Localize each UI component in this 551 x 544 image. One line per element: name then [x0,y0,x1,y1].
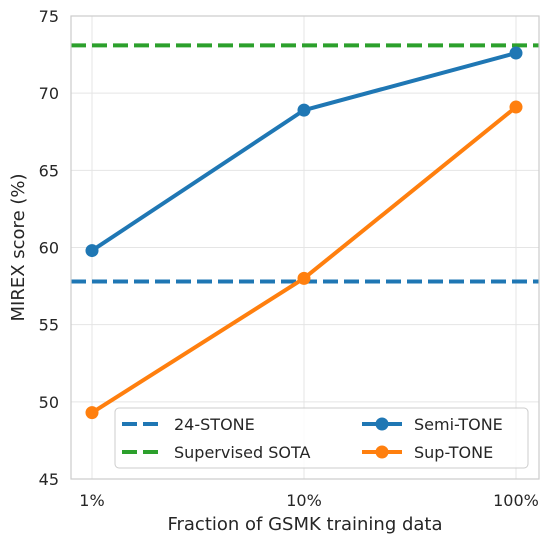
y-tick-label: 65 [39,161,59,180]
legend-label-supervised-sota: Supervised SOTA [174,443,310,462]
y-tick-label: 45 [39,470,59,489]
data-point-semi-tone [85,244,99,258]
data-point-semi-tone [509,46,523,60]
reference-lines [71,43,539,284]
legend-label-24-stone: 24-STONE [174,415,255,434]
legend-box [114,407,529,469]
data-point-sup-tone [85,406,99,420]
legend: 24-STONE Supervised SOTA Semi-TONE Sup-TONE [114,407,529,469]
y-tick-label: 55 [39,316,59,335]
legend-label-semi-tone: Semi-TONE [414,415,503,434]
x-tick-label: 100% [493,491,539,510]
legend-marker-sup-tone [375,445,389,459]
y-axis-title: MIREX score (%) [8,173,29,321]
x-tick-label: 1% [79,491,104,510]
tick-labels: 45 50 55 60 65 70 75 1% 10% 100% [39,7,539,510]
y-tick-label: 75 [39,7,59,26]
legend-label-sup-tone: Sup-TONE [414,443,493,462]
data-point-semi-tone [297,103,311,117]
y-tick-label: 60 [39,239,59,258]
series [85,46,523,420]
plot-frame [70,15,540,480]
legend-marker-semi-tone [375,417,389,431]
x-axis-title: Fraction of GSMK training data [167,514,442,535]
y-tick-label: 70 [39,84,59,103]
data-point-sup-tone [509,100,523,114]
x-tick-label: 10% [286,491,322,510]
y-tick-label: 50 [39,393,59,412]
data-point-sup-tone [297,271,311,285]
